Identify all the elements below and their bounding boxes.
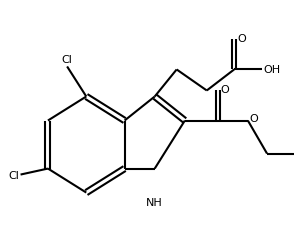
Text: NH: NH [146,197,163,207]
Text: OH: OH [263,65,280,75]
Text: O: O [220,85,229,95]
Text: Cl: Cl [8,170,19,180]
Text: O: O [249,114,258,123]
Text: Cl: Cl [62,55,73,65]
Text: O: O [237,34,246,44]
